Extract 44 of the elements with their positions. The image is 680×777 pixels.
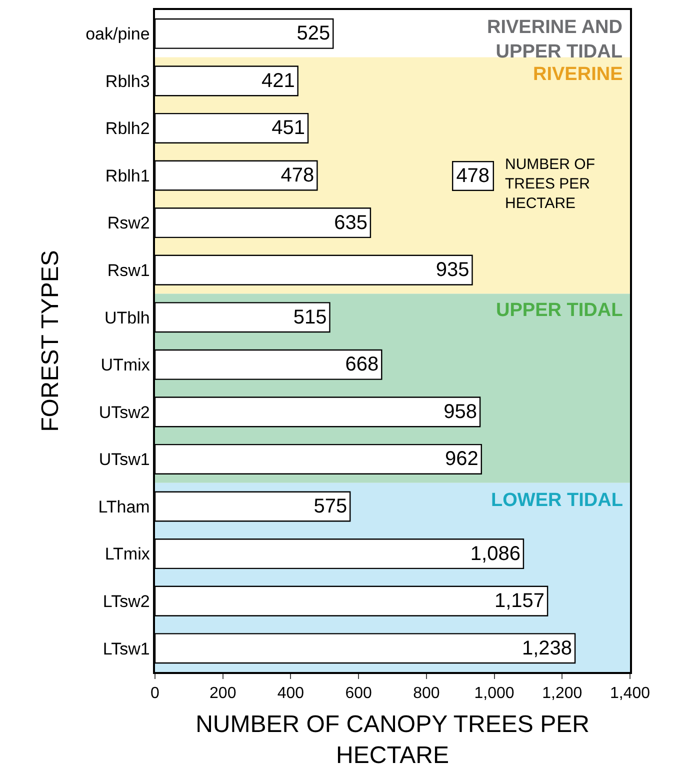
- y-tick-label: Rsw1: [107, 261, 150, 280]
- y-tick-label: LTham: [98, 497, 150, 516]
- y-tick-label: Rblh3: [105, 72, 150, 91]
- band-label: UPPER TIDAL: [496, 300, 624, 321]
- data-label: 958: [444, 400, 478, 423]
- data-label: 525: [296, 22, 330, 45]
- x-tick-label: 600: [345, 684, 372, 702]
- band-label: LOWER TIDAL: [491, 490, 624, 511]
- data-label: 962: [445, 448, 478, 470]
- x-tick-label: 200: [210, 684, 236, 702]
- y-axis-title: FOREST TYPES: [37, 250, 64, 432]
- data-label: 668: [345, 354, 379, 376]
- data-label: 1,157: [494, 590, 545, 612]
- annotation: RIVERINE AND UPPER TIDAL: [487, 17, 623, 63]
- x-tick-label: 1,200: [542, 684, 582, 702]
- annotation: NUMBER OF TREES PER HECTARE: [505, 156, 595, 212]
- x-tick-label: 1,400: [610, 684, 650, 702]
- y-tick-label: LTmix: [104, 544, 150, 564]
- data-label: 515: [293, 306, 327, 328]
- data-label: 451: [272, 117, 306, 140]
- x-tick-label: 400: [277, 684, 304, 702]
- y-tick-label: oak/pine: [86, 24, 150, 44]
- x-tick-label: 1,000: [474, 684, 514, 702]
- y-tick-label: LTsw2: [102, 592, 150, 612]
- y-tick-label: UTblh: [104, 308, 150, 328]
- y-tick-label: Rsw2: [107, 214, 150, 233]
- y-tick-label: UTsw1: [98, 450, 150, 470]
- band-label: RIVERINE: [533, 64, 623, 85]
- data-label: 421: [261, 70, 295, 92]
- data-label: 635: [334, 212, 368, 234]
- y-tick-label: Rblh2: [105, 119, 150, 138]
- x-tick-label: 800: [413, 684, 440, 702]
- annotation: 478: [456, 165, 490, 188]
- data-label: 575: [314, 496, 348, 518]
- x-tick-label: 0: [150, 684, 160, 702]
- data-label: 478: [280, 164, 314, 186]
- y-tick-label: Rblh1: [105, 166, 150, 186]
- y-tick-label: UTmix: [100, 356, 150, 375]
- data-label: 1,086: [470, 542, 520, 565]
- y-tick-label: UTsw2: [98, 402, 150, 422]
- y-tick-label: LTsw1: [102, 639, 150, 658]
- data-label: 1,238: [522, 637, 572, 660]
- data-label: 935: [436, 259, 470, 282]
- x-axis-title: NUMBER OF CANOPY TREES PER HECTARE: [196, 710, 590, 769]
